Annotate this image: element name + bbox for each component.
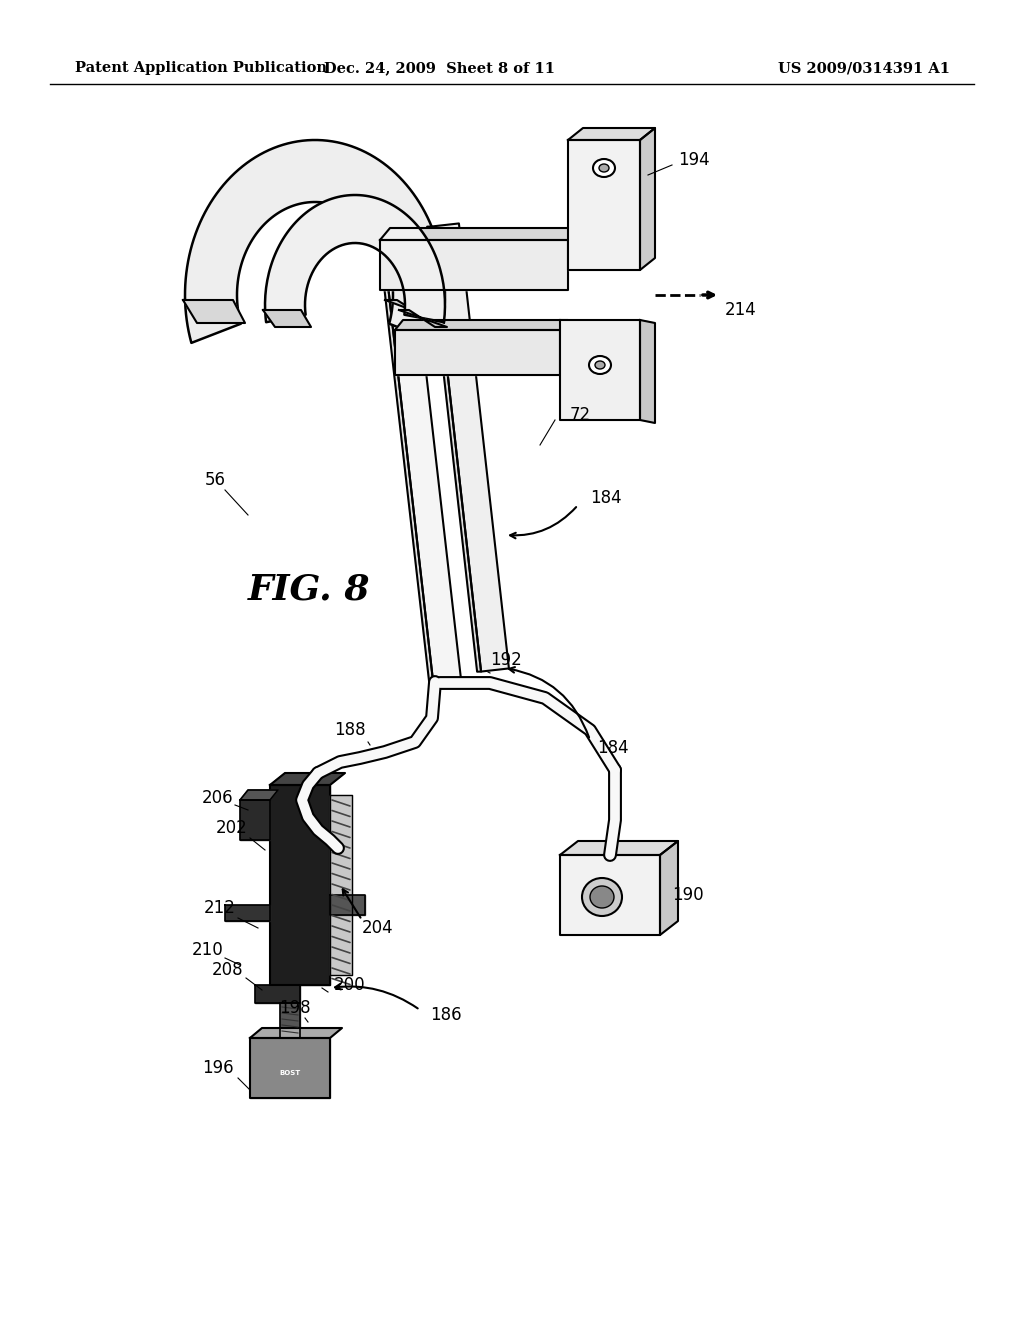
Polygon shape <box>240 789 278 800</box>
Text: 204: 204 <box>362 919 393 937</box>
Polygon shape <box>568 128 655 140</box>
Polygon shape <box>225 906 270 921</box>
Polygon shape <box>395 330 560 375</box>
Ellipse shape <box>595 360 605 370</box>
Polygon shape <box>660 841 678 935</box>
Polygon shape <box>560 319 640 420</box>
Polygon shape <box>330 795 352 975</box>
Text: FIG. 8: FIG. 8 <box>248 573 371 607</box>
Polygon shape <box>399 310 447 327</box>
Text: 184: 184 <box>597 739 629 756</box>
Polygon shape <box>640 128 655 271</box>
Ellipse shape <box>593 158 615 177</box>
Polygon shape <box>427 227 481 672</box>
Polygon shape <box>185 140 445 343</box>
Polygon shape <box>263 310 311 327</box>
Text: 56: 56 <box>205 471 225 488</box>
Text: 184: 184 <box>590 488 622 507</box>
Text: 212: 212 <box>204 899 236 917</box>
Text: US 2009/0314391 A1: US 2009/0314391 A1 <box>778 61 950 75</box>
Polygon shape <box>250 1038 330 1098</box>
Text: 202: 202 <box>216 818 248 837</box>
Polygon shape <box>183 300 245 323</box>
Text: 196: 196 <box>202 1059 233 1077</box>
Text: 208: 208 <box>212 961 244 979</box>
Polygon shape <box>270 785 330 985</box>
Text: 188: 188 <box>334 721 366 739</box>
Text: 200: 200 <box>334 975 366 994</box>
Polygon shape <box>568 140 640 271</box>
Text: 206: 206 <box>202 789 233 807</box>
Polygon shape <box>560 855 660 935</box>
Text: 186: 186 <box>430 1006 462 1024</box>
Text: 190: 190 <box>672 886 703 904</box>
Polygon shape <box>395 319 568 330</box>
Polygon shape <box>378 234 433 681</box>
Polygon shape <box>560 841 678 855</box>
Polygon shape <box>380 228 578 240</box>
Polygon shape <box>330 895 365 915</box>
Ellipse shape <box>599 164 609 172</box>
Text: Patent Application Publication: Patent Application Publication <box>75 61 327 75</box>
Polygon shape <box>270 774 345 785</box>
Text: 198: 198 <box>280 999 311 1016</box>
Polygon shape <box>640 319 655 422</box>
Polygon shape <box>385 300 447 323</box>
Text: 210: 210 <box>193 941 224 960</box>
Polygon shape <box>431 223 509 672</box>
Text: 214: 214 <box>725 301 757 319</box>
Polygon shape <box>380 240 568 290</box>
Text: 194: 194 <box>678 150 710 169</box>
Text: BOST: BOST <box>280 1071 301 1076</box>
Polygon shape <box>240 800 270 840</box>
Polygon shape <box>250 1028 342 1038</box>
Ellipse shape <box>582 878 622 916</box>
Text: Dec. 24, 2009  Sheet 8 of 11: Dec. 24, 2009 Sheet 8 of 11 <box>325 61 555 75</box>
Text: 192: 192 <box>490 651 522 669</box>
Ellipse shape <box>590 886 614 908</box>
Polygon shape <box>382 231 461 681</box>
Ellipse shape <box>589 356 611 374</box>
Text: 72: 72 <box>570 407 591 424</box>
Polygon shape <box>255 985 300 1003</box>
Polygon shape <box>280 1003 300 1038</box>
Polygon shape <box>265 195 445 322</box>
